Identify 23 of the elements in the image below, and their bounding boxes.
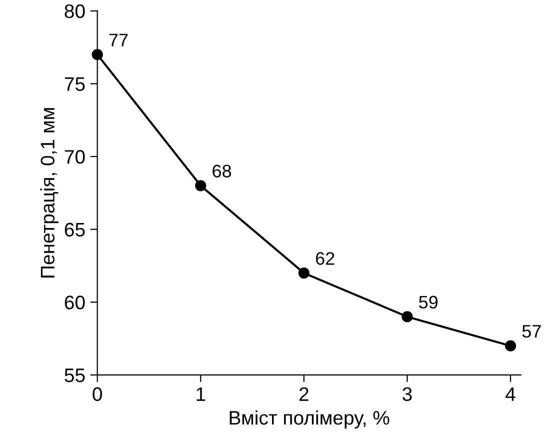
point — [504, 340, 516, 352]
y-tick-label: 65 — [64, 222, 85, 237]
y-axis-title: Пенетрація, 0,1 мм — [40, 108, 58, 278]
data-label: 77 — [109, 34, 128, 46]
y-tick-label: 75 — [64, 77, 85, 91]
y-tick-label: 55 — [64, 368, 85, 382]
data-label: 59 — [419, 296, 438, 309]
x-tick-label: 2 — [300, 387, 308, 401]
x-axis-title: Вміст полімеру, % — [230, 410, 390, 429]
x-tick-label: 3 — [402, 387, 412, 402]
point — [298, 267, 310, 279]
x-tick-label: 0 — [92, 387, 102, 402]
x-tick-label: 1 — [196, 387, 206, 401]
point — [195, 180, 206, 192]
y-tick-label: 80 — [64, 4, 85, 18]
data-label: 68 — [212, 164, 232, 178]
data-label: 57 — [522, 325, 541, 338]
data-label: 62 — [316, 252, 334, 265]
y-tick-label: 70 — [64, 150, 85, 164]
point — [402, 311, 413, 322]
y-tick-label: 60 — [64, 296, 85, 310]
point — [92, 49, 103, 60]
x-tick-label: 4 — [506, 387, 516, 401]
